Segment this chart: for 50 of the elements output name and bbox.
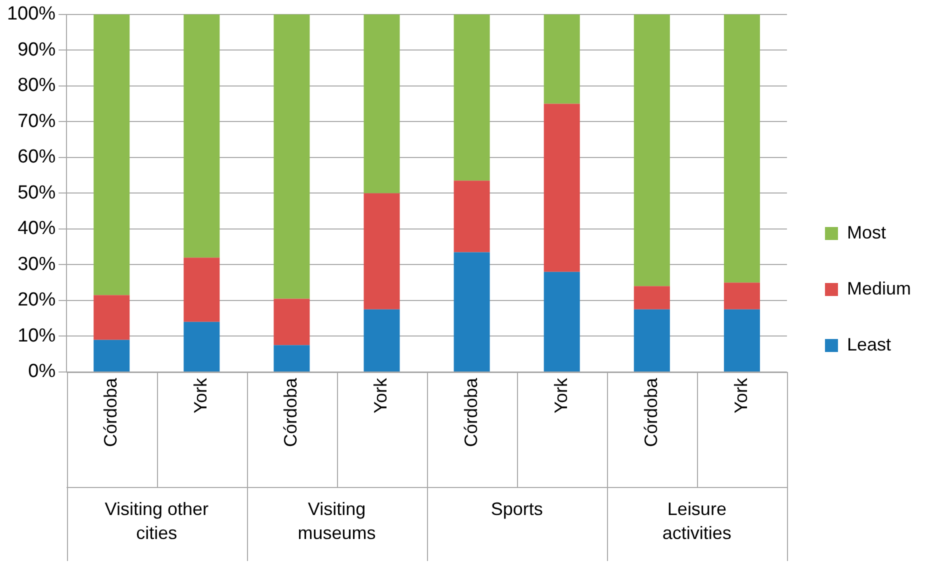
bar	[544, 14, 580, 104]
y-tick-label: 50%	[18, 182, 56, 204]
bar	[634, 309, 670, 372]
x-tick-label: York	[730, 377, 751, 414]
x-tick-label: Córdoba	[100, 377, 121, 448]
bar	[364, 14, 400, 194]
bar	[184, 14, 220, 258]
y-tick-label: 20%	[18, 290, 56, 311]
legend-label: Most	[846, 222, 886, 242]
legend-label: Least	[846, 334, 892, 354]
y-tick-label: 70%	[18, 110, 56, 132]
text: Visiting museums	[298, 498, 376, 543]
bar	[454, 180, 490, 252]
legend-label: Medium	[846, 278, 912, 298]
y-tick-label: 0%	[28, 361, 56, 382]
bar	[274, 298, 310, 346]
bar	[454, 252, 490, 372]
bar	[274, 345, 310, 372]
bar	[634, 286, 670, 310]
y-tick-label: 90%	[18, 39, 56, 60]
text: Visiting other cities	[104, 498, 209, 543]
x-tick-label: Córdoba	[280, 377, 301, 448]
y-tick-label: 40%	[18, 218, 56, 240]
text: Leisure activities	[662, 498, 732, 543]
x-tick-label: York	[190, 377, 211, 414]
bar	[544, 272, 580, 372]
bar	[94, 14, 130, 296]
y-tick-label: 30%	[18, 254, 56, 275]
x-tick-label: York	[550, 377, 571, 414]
x-tick-label: Córdoba	[460, 377, 481, 448]
bar	[94, 295, 130, 340]
x-tick-label: York	[370, 377, 391, 414]
bar	[724, 309, 760, 372]
bar	[184, 258, 220, 322]
text: Sports	[490, 498, 543, 519]
y-tick-label: 10%	[18, 325, 56, 346]
bar	[274, 14, 310, 299]
bar	[724, 14, 760, 283]
y-tick-label: 80%	[18, 75, 56, 96]
y-tick-label: 100%	[6, 4, 56, 25]
bar	[544, 104, 580, 272]
bar	[94, 340, 130, 372]
bar	[634, 14, 670, 286]
bar	[454, 14, 490, 181]
bar	[184, 322, 220, 372]
y-tick-label: 60%	[18, 146, 56, 168]
bar	[364, 193, 400, 310]
x-tick-label: Córdoba	[640, 377, 661, 448]
bar	[364, 309, 400, 372]
bar	[724, 282, 760, 310]
